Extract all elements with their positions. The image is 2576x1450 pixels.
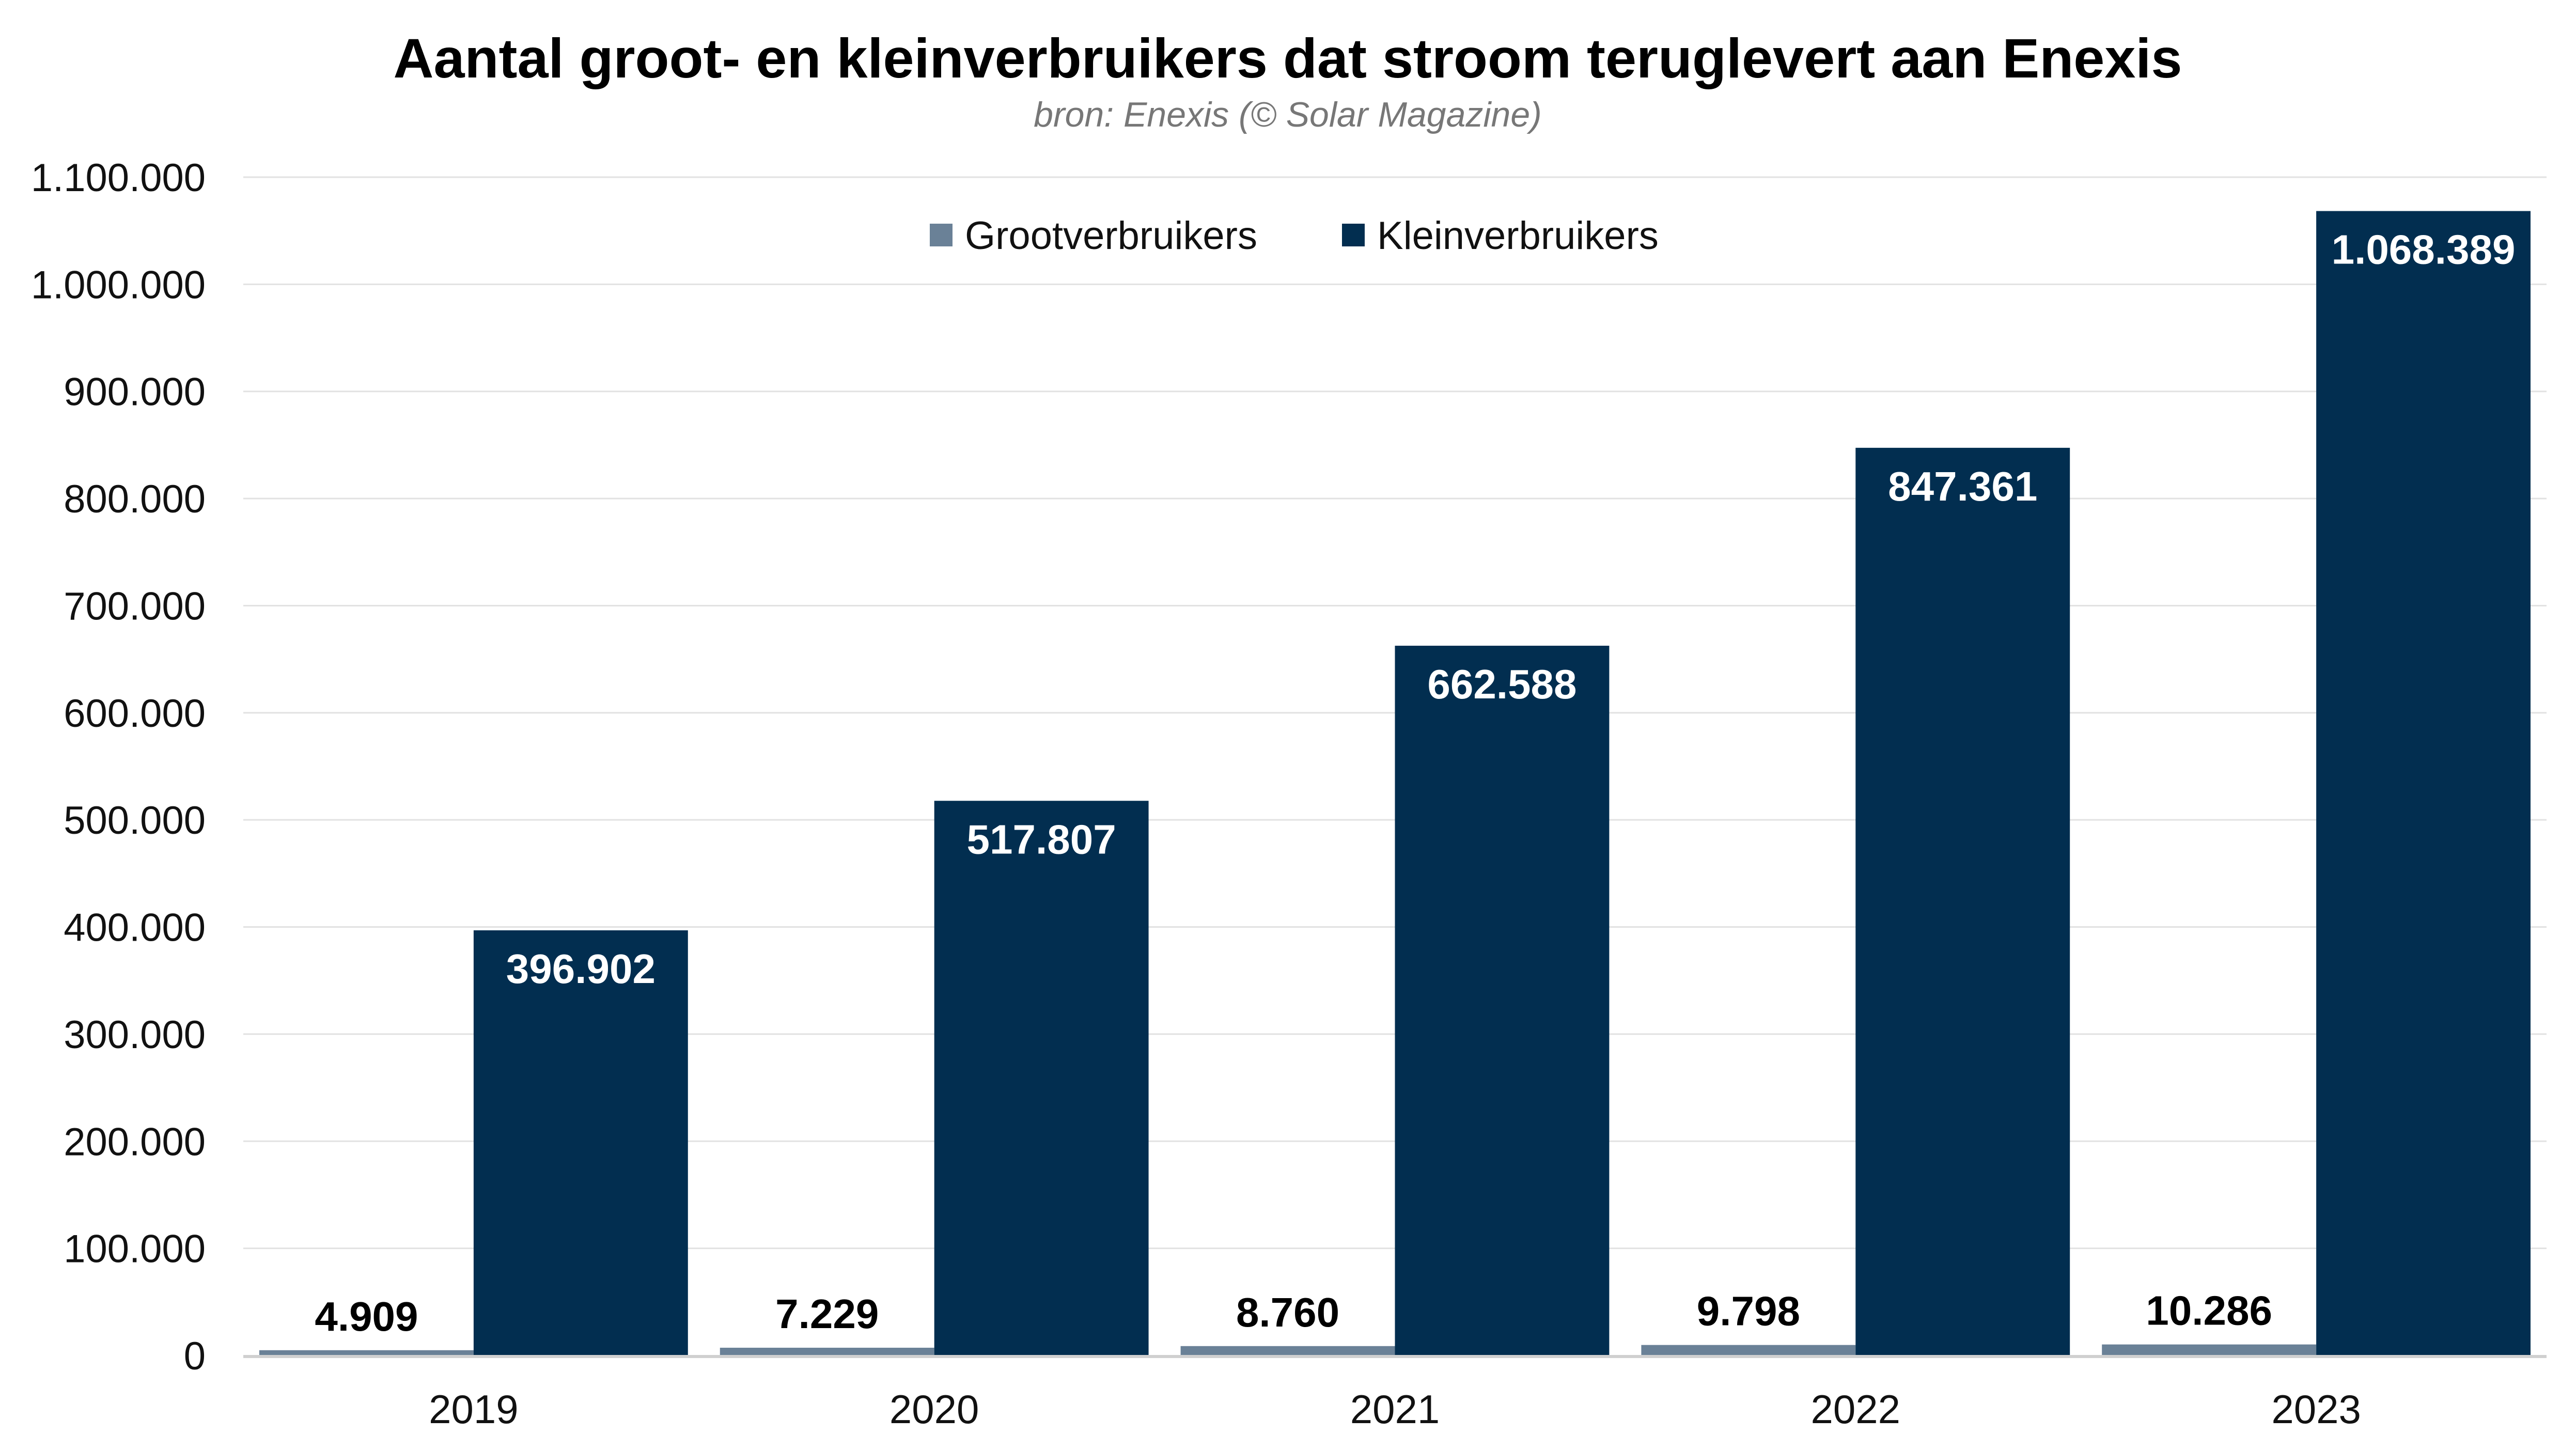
data-label: 847.361	[1888, 463, 2037, 509]
data-label: 9.798	[1697, 1288, 1800, 1334]
y-tick-label: 800.000	[64, 477, 206, 521]
y-tick-label: 700.000	[64, 584, 206, 628]
bar-kleinverbruikers-2020	[934, 801, 1149, 1355]
data-label: 8.760	[1236, 1289, 1339, 1335]
legend-label: Kleinverbruikers	[1377, 214, 1659, 258]
y-tick-label: 1.000.000	[31, 263, 206, 307]
x-axis: 2019 2020 2021 2022 2023	[243, 1355, 2547, 1432]
legend-item: Grootverbruikers	[930, 214, 1257, 258]
bar-grootverbruikers-2022	[1641, 1345, 1856, 1355]
legend-swatch	[1342, 224, 1365, 246]
data-label: 662.588	[1427, 661, 1576, 707]
data-label: 10.286	[2146, 1288, 2272, 1334]
bar-kleinverbruikers-2022	[1855, 447, 2070, 1356]
y-tick-label: 100.000	[64, 1227, 206, 1271]
y-tick-label: 400.000	[64, 906, 206, 950]
bar-grootverbruikers-2020	[720, 1348, 934, 1355]
bars: 4.909 396.902 7.229 517.807 8.760 662.588 9.79…	[259, 211, 2531, 1356]
data-label: 517.807	[967, 816, 1116, 862]
x-tick-label: 2019	[429, 1386, 519, 1432]
bar-kleinverbruikers-2019	[473, 930, 688, 1355]
x-tick-label: 2022	[1811, 1386, 1901, 1432]
y-tick-label: 200.000	[64, 1120, 206, 1164]
bar-kleinverbruikers-2021	[1395, 646, 1610, 1355]
y-tick-label: 900.000	[64, 370, 206, 414]
data-label: 4.909	[315, 1293, 418, 1339]
chart-title: Aantal groot- en kleinverbruikers dat st…	[393, 27, 2182, 89]
y-tick-label: 0	[184, 1334, 206, 1378]
bar-grootverbruikers-2023	[2102, 1344, 2317, 1355]
chart-subtitle: bron: Enexis (© Solar Magazine)	[1034, 95, 1542, 134]
y-tick-label: 500.000	[64, 799, 206, 843]
y-tick-label: 1.100.000	[31, 156, 206, 200]
bar-grootverbruikers-2019	[259, 1350, 474, 1355]
x-tick-label: 2021	[1350, 1386, 1440, 1432]
y-axis: 0 100.000 200.000 300.000 400.000 500.000 600.…	[31, 156, 206, 1378]
y-tick-label: 300.000	[64, 1013, 206, 1057]
bar-grootverbruikers-2021	[1180, 1346, 1395, 1355]
x-tick-label: 2023	[2271, 1386, 2361, 1432]
legend: Grootverbruikers Kleinverbruikers	[930, 214, 1659, 258]
y-tick-label: 600.000	[64, 692, 206, 736]
bar-kleinverbruikers-2023	[2316, 211, 2531, 1355]
legend-item: Kleinverbruikers	[1342, 214, 1659, 258]
legend-swatch	[930, 224, 953, 246]
legend-label: Grootverbruikers	[965, 214, 1257, 258]
x-tick-label: 2020	[889, 1386, 979, 1432]
data-label: 1.068.389	[2332, 227, 2516, 273]
data-label: 7.229	[775, 1291, 879, 1337]
data-label: 396.902	[506, 946, 655, 992]
